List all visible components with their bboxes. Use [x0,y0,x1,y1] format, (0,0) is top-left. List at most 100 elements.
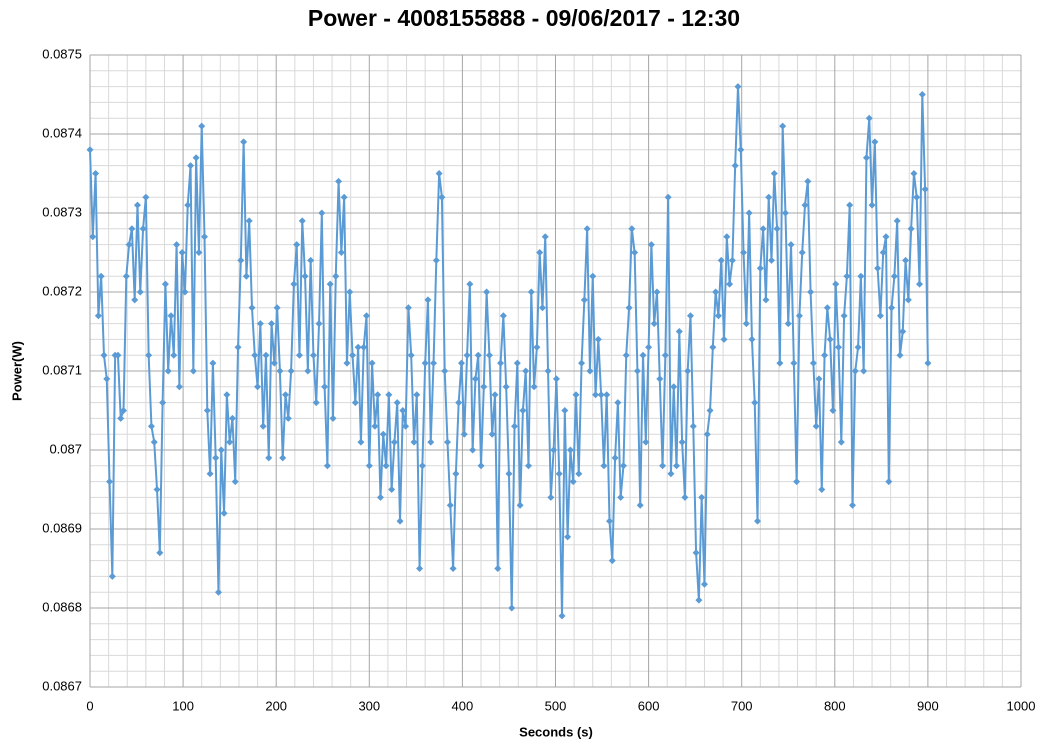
data-point [846,201,854,209]
y-tick-label: 0.087 [49,441,82,456]
data-point [444,438,452,446]
y-tick-label: 0.0874 [42,125,82,140]
data-point [714,312,722,320]
data-point [902,256,910,264]
data-point [888,304,896,312]
data-point [214,588,222,596]
data-point [220,509,228,517]
data-point [86,146,94,154]
data-point [622,351,630,359]
data-point [656,375,664,383]
data-point [234,343,242,351]
data-point [734,83,742,91]
data-point [376,493,384,501]
data-point [661,351,669,359]
data-point [226,438,234,446]
data-point [843,272,851,280]
data-point [536,249,544,256]
data-point [265,454,273,462]
x-tick-label: 600 [638,698,660,713]
data-point [709,343,717,351]
data-point [837,438,845,446]
data-point [835,343,843,351]
data-point [295,351,303,359]
data-point [167,312,175,320]
data-point [913,193,921,201]
data-point [502,383,510,391]
data-point [217,446,225,454]
data-point [181,288,189,296]
data-point [698,493,706,501]
data-point [371,422,379,430]
data-point [550,446,558,454]
data-point [583,225,591,233]
data-point [804,177,812,185]
data-point [335,177,343,185]
data-point [198,122,206,130]
x-tick-label: 500 [545,698,567,713]
data-point [100,351,108,359]
x-tick-label: 400 [452,698,474,713]
data-point [92,170,100,177]
data-point [424,296,432,304]
data-point [589,272,597,280]
data-point [681,493,689,501]
data-point [603,391,611,399]
data-point [382,462,390,470]
data-point [650,320,658,328]
data-point [485,351,493,359]
data-point [538,304,546,312]
data-point [270,359,278,367]
data-point [315,320,323,328]
data-point [647,241,655,249]
data-point [360,343,368,351]
data-point [857,272,865,280]
data-point [175,383,183,391]
data-point [756,264,764,272]
data-point [309,351,317,359]
data-point [276,367,284,375]
data-point [586,367,594,375]
data-point [349,351,357,359]
data-point [407,351,415,359]
data-point [829,407,837,414]
data-point [195,249,203,256]
data-point [466,280,474,288]
x-tick-label: 0 [86,698,93,713]
data-point [273,304,281,312]
data-point [251,351,259,359]
data-point [712,288,720,296]
data-point [862,154,870,162]
data-point [899,328,907,335]
data-point [614,399,622,407]
data-point [631,249,639,256]
data-point [516,501,524,509]
data-point [639,351,647,359]
data-point [201,233,209,241]
data-point [363,312,371,320]
data-point [147,422,155,430]
data-point [823,304,831,312]
data-point [237,256,245,264]
data-point [675,328,683,335]
x-tick-label: 300 [358,698,380,713]
data-point [840,312,848,320]
data-point [122,272,130,280]
data-point [879,249,887,256]
data-point [569,478,577,486]
data-point [413,391,421,399]
data-point [298,217,306,225]
x-tick-label: 1000 [1007,698,1036,713]
data-point [684,367,692,375]
data-point [686,312,694,320]
data-point [323,462,331,470]
data-point [625,304,633,312]
data-point [659,462,667,470]
data-point [580,296,588,304]
data-point [871,138,879,146]
data-point [555,470,563,478]
data-point [346,288,354,296]
data-point [223,391,231,399]
data-point [203,407,211,414]
